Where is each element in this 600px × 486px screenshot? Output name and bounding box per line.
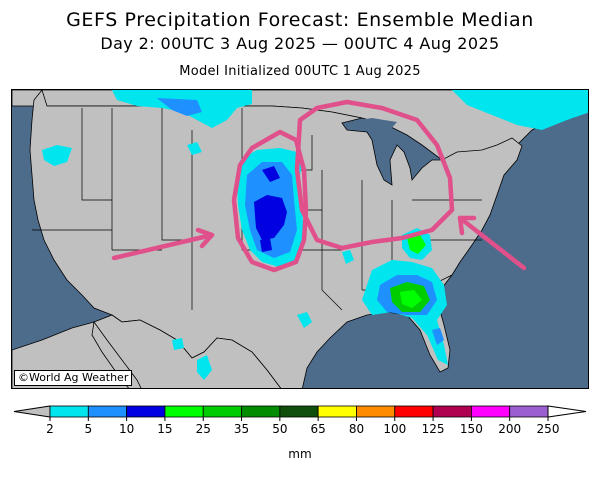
colorbar-label: 5 [84, 422, 92, 436]
colorbar-label: 80 [349, 422, 364, 436]
colorbar-segment [432, 405, 472, 418]
map-credit: ©World Ag Weather [14, 370, 133, 386]
colorbar-segment [202, 405, 242, 418]
colorbar-label: 250 [537, 422, 560, 436]
arrow-west [111, 232, 215, 261]
colorbar-segment [394, 405, 434, 418]
colorbar-label: 100 [383, 422, 406, 436]
colorbar-label: 15 [157, 422, 172, 436]
forecast-period: Day 2: 00UTC 3 Aug 2025 — 00UTC 4 Aug 20… [100, 34, 500, 53]
colorbar-segment [241, 405, 281, 418]
colorbar-label: 25 [196, 422, 211, 436]
colorbar-segment [356, 405, 396, 418]
plains-highlight-outline [231, 129, 309, 273]
colorbar-label: 10 [119, 422, 134, 436]
arrow-west-head [195, 227, 215, 249]
colorbar-label: 35 [234, 422, 249, 436]
colorbar-label: 200 [498, 422, 521, 436]
colorbar: 2 5 10 15 25 35 50 65 80 100 125 150 200 250 [13, 405, 587, 436]
colorbar-segment [49, 405, 89, 418]
colorbar-segment [509, 405, 549, 418]
midwest-highlight-outline [294, 99, 455, 251]
colorbar-units: mm [288, 447, 312, 461]
colorbar-label: 150 [460, 422, 483, 436]
colorbar-over-triangle [547, 405, 587, 418]
colorbar-under-triangle [13, 405, 51, 418]
arrow-east [457, 215, 527, 271]
precipitation-map: ©World Ag Weather [11, 89, 589, 389]
colorbar-segment [164, 405, 204, 418]
lake-superior [342, 118, 397, 132]
model-init: Model Initialized 00UTC 1 Aug 2025 [179, 64, 421, 79]
colorbar-segment [87, 405, 128, 418]
forecast-annotations [111, 99, 527, 273]
colorbar-segment [317, 405, 357, 418]
colorbar-label: 65 [311, 422, 326, 436]
mexico-land [12, 314, 281, 388]
colorbar-label: 50 [272, 422, 287, 436]
colorbar-segment [470, 405, 511, 418]
arrow-east-head [457, 215, 477, 236]
colorbar-label: 125 [422, 422, 445, 436]
map-canvas [12, 90, 588, 388]
colorbar-label: 2 [46, 422, 54, 436]
colorbar-segment [126, 405, 166, 418]
map-title: GEFS Precipitation Forecast: Ensemble Me… [66, 9, 534, 31]
colorbar-segment [279, 405, 319, 418]
